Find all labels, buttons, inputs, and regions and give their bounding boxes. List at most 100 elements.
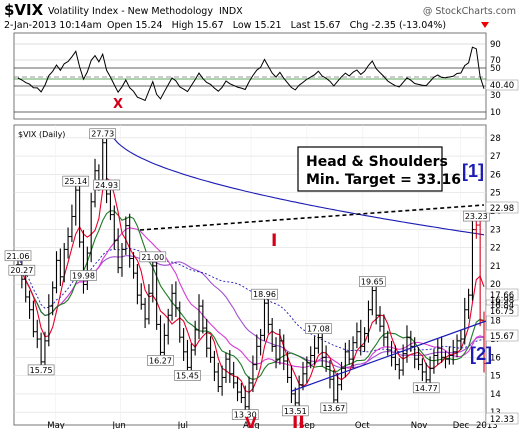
ohlc-bar xyxy=(166,308,171,345)
ohlc-bar xyxy=(77,180,82,248)
ohlc-bar xyxy=(139,283,144,310)
ohlc-bar xyxy=(404,325,409,363)
ohlc-bar xyxy=(39,332,44,368)
x-tick-label: Nov xyxy=(411,421,428,429)
ohlc-bar xyxy=(42,331,47,372)
x-tick-label: Dec xyxy=(453,421,470,429)
svg-text:23.23: 23.23 xyxy=(465,212,488,221)
price-callout: 24.93 xyxy=(93,179,120,191)
svg-text:16.75: 16.75 xyxy=(490,307,514,317)
ohlc-bar xyxy=(270,317,275,352)
ohlc-bar xyxy=(374,284,379,325)
ohlc-bar xyxy=(27,290,32,319)
svg-text:17.66: 17.66 xyxy=(490,291,514,301)
ohlc-bar xyxy=(181,328,186,361)
ohlc-bar xyxy=(119,242,124,277)
ohlc-bar xyxy=(173,281,178,318)
svg-text:27.73: 27.73 xyxy=(91,130,114,139)
rsi-line xyxy=(17,46,485,102)
ohlc-bar xyxy=(216,362,221,393)
ohlc-bar xyxy=(158,315,163,362)
ohlc-bar xyxy=(327,360,332,389)
rsi-tick-label: 90 xyxy=(490,40,501,50)
ohlc-bar xyxy=(455,334,460,358)
price-callout: 25.14 xyxy=(62,175,90,187)
ohlc-bar xyxy=(308,346,313,369)
price-callout: 19.65 xyxy=(359,276,386,287)
y-tick-label: 23 xyxy=(490,225,501,235)
ohlc-bar xyxy=(50,281,55,316)
ohlc-bar xyxy=(62,242,67,283)
rsi-tick-label: 50 xyxy=(490,64,501,74)
datetime-label: 2-Jan-2013 10:14am xyxy=(4,20,102,31)
ohlc-bar xyxy=(389,340,394,367)
ma-green-line xyxy=(17,210,485,380)
ohlc-bar xyxy=(289,365,294,404)
x-tick-label: 2013 xyxy=(476,421,498,429)
ohlc-bar xyxy=(143,297,148,329)
ohlc-bar xyxy=(447,346,452,365)
ohlc-bar xyxy=(220,365,225,396)
ohlc-bar xyxy=(123,216,128,255)
ohlc-bar xyxy=(250,355,255,393)
ohlc-bar xyxy=(300,361,305,391)
ohlc-bar xyxy=(200,299,205,334)
x-tick-label: Jun xyxy=(112,421,126,429)
ohlc-bar xyxy=(135,264,140,305)
x-tick-label: Oct xyxy=(355,421,370,429)
index-name: Volatility Index - New Methodology INDX xyxy=(48,6,243,17)
svg-text:24.93: 24.93 xyxy=(95,181,118,190)
ohlc-bar xyxy=(443,350,448,369)
ohlc-bar xyxy=(131,252,136,279)
rsi-tick-label: 10 xyxy=(490,108,501,118)
price-callout: 13.30 xyxy=(231,409,259,421)
side-value-label: 12.33 xyxy=(485,412,519,425)
svg-text:21.00: 21.00 xyxy=(141,253,164,262)
ma-dotted-line xyxy=(17,247,485,353)
ohlc-bar xyxy=(227,350,232,383)
ohlc-bar xyxy=(154,259,159,330)
ohlc-bar xyxy=(85,246,90,290)
ohlc-bar xyxy=(127,213,132,268)
ohlc-bar xyxy=(46,294,51,347)
ohlc-bar xyxy=(354,322,359,349)
svg-text:15.75: 15.75 xyxy=(30,366,53,375)
ohlc-bar xyxy=(262,294,267,341)
ohlc-bar xyxy=(239,382,244,404)
svg-text:25.14: 25.14 xyxy=(64,177,87,186)
wave-1-label: [1] xyxy=(462,161,484,181)
rsi-last-box xyxy=(485,79,519,91)
ohlc-bar xyxy=(58,248,63,286)
y-tick-label: 26 xyxy=(490,170,501,180)
y-tick-label: 14 xyxy=(490,390,501,400)
y-tick-label: 25 xyxy=(490,189,501,199)
wave-ii-label: II xyxy=(292,413,305,429)
ohlc-bar xyxy=(185,339,190,373)
wave-2-label: [2] xyxy=(470,344,492,364)
ohlc-bar xyxy=(320,328,325,367)
ohlc-bar xyxy=(170,284,175,321)
ohlc-bar xyxy=(304,356,309,383)
ohlc-bar xyxy=(281,334,286,371)
ohlc-bar xyxy=(223,352,228,383)
ohlc-bar xyxy=(274,337,279,369)
x-tick-label: Sep xyxy=(299,421,315,429)
ohlc-bar xyxy=(339,361,344,391)
ma-long-line xyxy=(109,128,485,236)
ohlc-line: Open 15.24 High 15.67 Low 15.21 Last 15.67 C… xyxy=(107,20,446,31)
svg-text:19.65: 19.65 xyxy=(361,278,384,287)
y-tick-label: 22 xyxy=(490,244,501,254)
ohlc-bar xyxy=(381,314,386,347)
x-tick-label: Jul xyxy=(177,421,188,429)
ohlc-bar xyxy=(347,339,352,365)
y-tick-label: 27 xyxy=(490,152,501,162)
ohlc-bar xyxy=(462,297,467,345)
ohlc-bar xyxy=(177,301,182,343)
ohlc-bar xyxy=(378,306,383,332)
svg-text:15.45: 15.45 xyxy=(176,371,199,380)
price-callout: 27.73 xyxy=(89,128,117,140)
price-callout: 14.77 xyxy=(412,382,440,394)
ma-red-line xyxy=(17,177,485,394)
chart-header: $VIX Volatility Index - New Methodology I… xyxy=(4,1,516,31)
